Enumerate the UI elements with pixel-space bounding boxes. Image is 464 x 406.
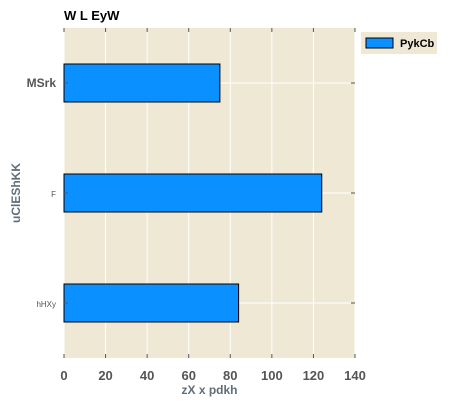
bars — [63, 63, 323, 323]
x-tick-label: 0 — [60, 368, 67, 383]
x-tick-label: 120 — [303, 368, 325, 383]
x-axis-ticks: 0 20 40 60 80 100 120 140 — [60, 28, 366, 383]
x-tick-label: 140 — [344, 368, 366, 383]
y-axis-label: uClEShKK — [9, 163, 23, 223]
bar — [63, 283, 240, 323]
bar — [63, 173, 323, 213]
bar — [63, 63, 221, 103]
y-tick-label: F — [51, 190, 56, 199]
legend-entry: PykCb — [400, 38, 435, 50]
y-tick-label: hHXy — [36, 300, 56, 309]
x-tick-label: 100 — [261, 368, 283, 383]
legend-swatch — [365, 37, 394, 49]
chart-title: W L EyW — [64, 8, 120, 23]
x-tick-label: 60 — [181, 368, 195, 383]
x-tick-label: 20 — [98, 368, 112, 383]
legend: PykCb — [361, 32, 437, 54]
x-axis-label: zX x pdkh — [181, 383, 237, 397]
x-tick-label: 80 — [223, 368, 237, 383]
x-tick-label: 40 — [140, 368, 154, 383]
y-tick-label: MSrk — [27, 76, 57, 90]
